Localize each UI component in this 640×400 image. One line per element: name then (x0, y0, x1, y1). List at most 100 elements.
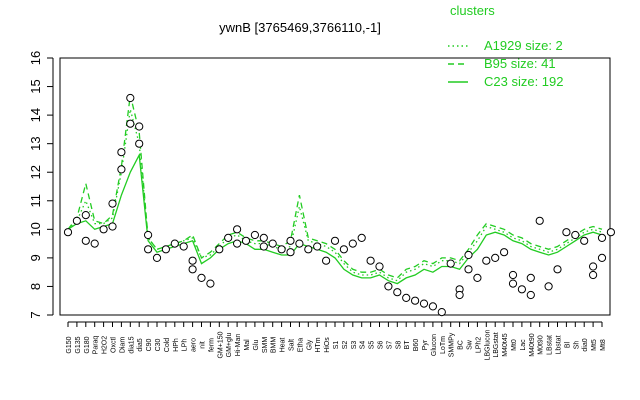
x-tick-label: Pyr (422, 339, 429, 350)
data-point (330, 236, 340, 245)
x-tick-label: Bl (564, 341, 571, 348)
data-point (464, 250, 473, 260)
x-tick-label: M0t90 (538, 335, 545, 355)
x-tick-label: LPh2 (475, 337, 482, 353)
x-tick-label: S8 (395, 341, 402, 350)
legend: clusters A1929 size: 2 B95 size: 41 C23 … (448, 3, 564, 89)
series-line-dotted (67, 109, 603, 282)
data-point (99, 225, 108, 234)
data-point (295, 239, 304, 248)
y-tick-label: 11 (28, 194, 43, 208)
data-point (161, 245, 170, 254)
data-point (482, 256, 491, 265)
data-point (384, 282, 393, 291)
x-tick-label: H2O2 (102, 336, 109, 354)
x-tick-label: Mt5 (591, 339, 598, 351)
chart-title: ywnB [3765469,3766110,-1] (219, 20, 381, 35)
y-tick-label: 9 (28, 254, 43, 261)
data-point (491, 253, 500, 262)
data-point (135, 122, 144, 131)
data-point (90, 239, 99, 248)
data-point (419, 299, 429, 308)
data-point (517, 285, 527, 294)
data-point (72, 216, 82, 225)
x-tick-label: M40t45 (502, 333, 509, 356)
legend-title: clusters (450, 3, 495, 18)
x-tick-label: S5 (369, 341, 376, 350)
x-tick-label: S3 (351, 341, 358, 350)
y-tick-label: 13 (28, 136, 43, 150)
x-tick-label: Sh (573, 341, 580, 350)
y-axis: 7 8 9 10 11 12 13 14 15 16 (28, 51, 54, 319)
x-tick-label: dia5 (137, 338, 144, 351)
x-tick-label: SMMPy (449, 332, 456, 357)
x-tick-label: BC (458, 340, 465, 350)
x-tick-label: Mt8 (600, 339, 607, 351)
x-tick-label: Paraq (93, 336, 100, 355)
data-point (108, 199, 117, 208)
data-point (197, 273, 206, 282)
x-tick-label: C90 (146, 338, 153, 351)
y-tick-label: 16 (28, 51, 43, 65)
data-point (375, 262, 384, 271)
data-point (597, 253, 607, 262)
x-tick-label: GM+150 (217, 331, 224, 358)
data-point (544, 282, 553, 291)
data-point (348, 239, 357, 248)
x-tick-label: Oxctl (111, 337, 118, 353)
y-tick-label: 7 (28, 311, 43, 318)
x-tick-label: BT (404, 340, 411, 350)
x-tick-label: S1 (333, 341, 340, 350)
data-point (580, 236, 589, 245)
series-lines (67, 94, 603, 285)
x-tick-label: LBGlucon (484, 330, 491, 361)
data-point (589, 270, 598, 280)
x-tick-label: C30 (155, 338, 162, 351)
data-point (81, 236, 90, 245)
data-point (366, 256, 375, 265)
x-tick-label: dia15 (128, 336, 135, 353)
x-tick-label: HPh (173, 338, 180, 352)
data-point (126, 93, 135, 103)
x-tick-label: GM+glu (226, 333, 233, 358)
data-point (286, 236, 295, 245)
y-tick-label: 15 (28, 79, 43, 93)
legend-entry-c23: C23 size: 192 (484, 74, 564, 89)
data-point (597, 233, 607, 242)
data-point (179, 242, 188, 251)
data-point (553, 265, 562, 274)
data-point (500, 248, 509, 257)
x-tick-label: S2 (342, 341, 349, 350)
data-point (233, 239, 242, 248)
x-tick-label: Hi-Man (235, 334, 242, 357)
x-tick-label: BMM (271, 337, 278, 354)
legend-entry-a1929: A1929 size: 2 (484, 38, 563, 53)
x-tick-label: Etha (297, 338, 304, 353)
data-point (473, 273, 482, 282)
data-point (63, 228, 73, 237)
data-point (206, 279, 215, 288)
x-tick-label: B60 (413, 339, 420, 352)
x-tick-label: ferm (208, 338, 215, 352)
data-point (393, 288, 402, 297)
data-point (108, 222, 117, 231)
x-tick-label: G150 (66, 336, 73, 353)
data-point (259, 233, 268, 242)
data-point (277, 245, 286, 254)
data-point (589, 262, 598, 271)
data-point (144, 230, 153, 240)
data-point (286, 248, 295, 257)
x-tick-label: SMM (262, 337, 269, 354)
x-tick-label: Mt0 (511, 339, 518, 351)
x-tick-label: Salt (289, 339, 296, 351)
data-point (437, 308, 446, 317)
data-point (135, 139, 144, 148)
x-tick-label: Mal (244, 339, 251, 351)
plot-frame (59, 57, 611, 316)
data-point (446, 259, 455, 268)
data-point (233, 225, 242, 234)
x-tick-label: dia0 (582, 338, 589, 351)
x-tick-label: LoTm (440, 336, 447, 354)
data-point (117, 148, 126, 157)
